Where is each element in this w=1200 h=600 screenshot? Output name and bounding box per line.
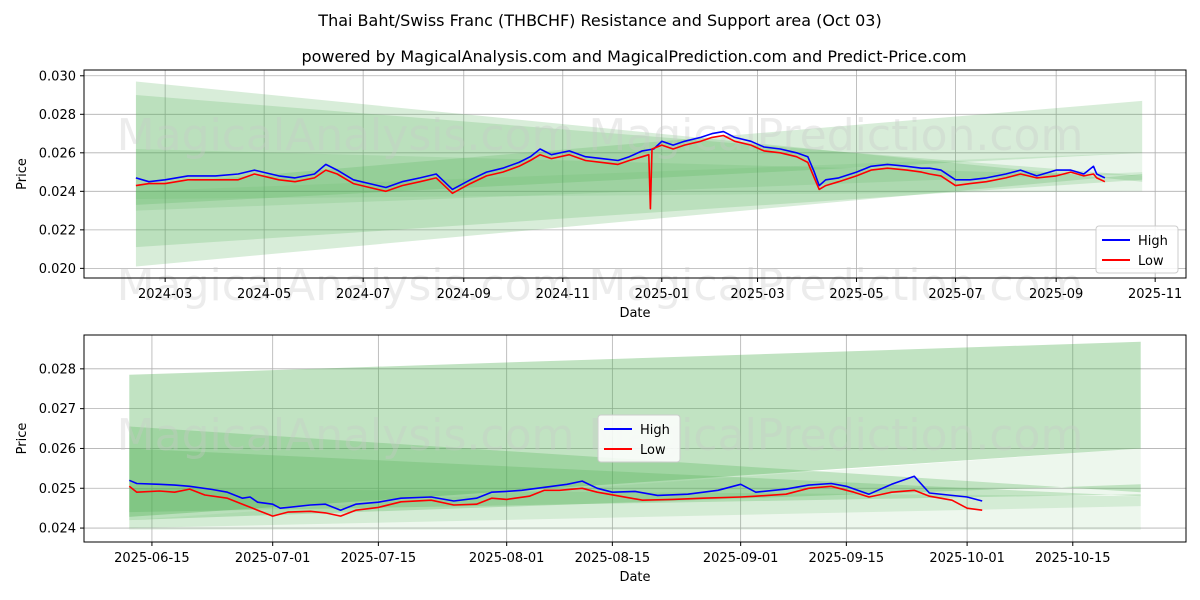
series-lines: [128, 475, 983, 517]
legend: High Low: [597, 414, 681, 463]
watermark-text: MagicalAnalysis.com MagicalPrediction.co…: [117, 260, 1084, 311]
legend-box: [1095, 225, 1179, 274]
x-tick-label: 2024-11: [536, 287, 590, 302]
watermark-text: MagicalAnalysis.com MagicalPrediction.co…: [117, 110, 1084, 161]
y-axis-ticks: 0.024 0.025 0.026 0.027 0.028: [39, 362, 84, 537]
grid-lines: [84, 70, 1186, 278]
x-tick-label: 2025-03: [730, 287, 784, 302]
legend-low-label: Low: [640, 443, 666, 458]
y-axis-label: Price: [15, 423, 30, 455]
x-tick-label: 2024-05: [237, 287, 291, 302]
legend-high-label: High: [640, 423, 670, 438]
band-area: [135, 81, 1143, 267]
x-tick-label: 2025-01: [635, 287, 689, 302]
x-tick-label: 2025-08-01: [469, 551, 545, 566]
y-tick-label: 0.026: [39, 146, 76, 161]
chart-subtitle: powered by MagicalAnalysis.com and Magic…: [301, 47, 966, 66]
x-axis-label: Date: [619, 306, 650, 321]
x-tick-label: 2025-09-15: [809, 551, 885, 566]
y-tick-label: 0.022: [39, 223, 76, 238]
y-tick-label: 0.030: [39, 69, 76, 84]
x-tick-label: 2024-07: [336, 287, 390, 302]
low-series-line: [135, 134, 1106, 210]
chart-title: Thai Baht/Swiss Franc (THBCHF) Resistanc…: [317, 11, 881, 30]
high-series-line: [128, 475, 983, 511]
bottom-chart-panel: MagicalAnalysis.com MagicalPrediction.co…: [15, 334, 1187, 585]
y-tick-label: 0.026: [39, 442, 76, 457]
x-axis-ticks: 2025-06-15 2025-07-01 2025-07-15 2025-08-01…: [114, 542, 1111, 566]
support-resistance-bands: [129, 341, 1141, 531]
legend-high-label: High: [1138, 234, 1168, 249]
y-tick-label: 0.025: [39, 482, 76, 497]
band-area: [129, 448, 1141, 531]
x-tick-label: 2025-09: [1029, 287, 1083, 302]
x-tick-label: 2025-07: [928, 287, 982, 302]
axes-frame: [83, 69, 1187, 279]
grid-lines: [84, 335, 1186, 542]
band-area: [135, 148, 1143, 211]
low-series-line: [128, 485, 983, 517]
series-lines: [135, 130, 1106, 210]
band-area: [129, 448, 1141, 513]
x-tick-label: 2024-09: [437, 287, 491, 302]
y-tick-label: 0.028: [39, 108, 76, 123]
band-area: [135, 95, 1143, 248]
band-area: [129, 426, 1141, 521]
x-tick-label: 2025-05: [829, 287, 883, 302]
x-axis-ticks: 2024-03 2024-05 2024-07 2024-09 2024-11 2025-…: [138, 278, 1182, 302]
y-tick-label: 0.020: [39, 262, 76, 277]
y-tick-label: 0.028: [39, 362, 76, 377]
high-series-line: [135, 130, 1106, 191]
x-tick-label: 2025-07-15: [341, 551, 417, 566]
y-tick-label: 0.027: [39, 402, 76, 417]
x-axis-label: Date: [619, 570, 650, 585]
y-tick-label: 0.024: [39, 522, 76, 537]
x-tick-label: 2025-10-15: [1035, 551, 1111, 566]
top-chart-panel: MagicalAnalysis.com MagicalPrediction.co…: [15, 69, 1187, 321]
x-tick-label: 2025-06-15: [114, 551, 190, 566]
y-tick-label: 0.024: [39, 185, 76, 200]
x-tick-label: 2024-03: [138, 287, 192, 302]
support-resistance-bands: [135, 81, 1143, 267]
legend-low-label: Low: [1138, 254, 1164, 269]
y-axis-ticks: 0.020 0.022 0.024 0.026 0.028 0.030: [39, 69, 84, 277]
legend-box: [597, 414, 681, 463]
x-tick-label: 2025-11: [1128, 287, 1182, 302]
band-area: [129, 488, 1141, 529]
x-tick-label: 2025-09-01: [703, 551, 779, 566]
axes-frame: [83, 334, 1187, 543]
legend: High Low: [1095, 225, 1179, 274]
y-axis-label: Price: [15, 158, 30, 190]
x-tick-label: 2025-07-01: [235, 551, 311, 566]
x-tick-label: 2025-08-15: [575, 551, 651, 566]
x-tick-label: 2025-10-01: [929, 551, 1005, 566]
